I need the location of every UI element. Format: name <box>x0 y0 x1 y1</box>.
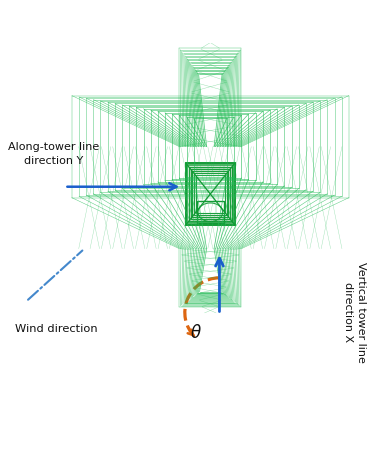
Bar <box>186 163 235 225</box>
Bar <box>196 176 225 212</box>
Text: Along-tower line
direction Y: Along-tower line direction Y <box>8 142 99 166</box>
Text: θ: θ <box>191 324 201 342</box>
Bar <box>189 167 232 221</box>
Text: Vertical tower line
direction X: Vertical tower line direction X <box>343 262 366 363</box>
Bar <box>192 171 228 217</box>
Bar <box>197 202 224 223</box>
Bar <box>186 163 235 225</box>
Bar <box>194 173 227 215</box>
Bar <box>191 169 230 219</box>
Bar <box>187 165 233 223</box>
Text: Wind direction: Wind direction <box>15 324 98 334</box>
